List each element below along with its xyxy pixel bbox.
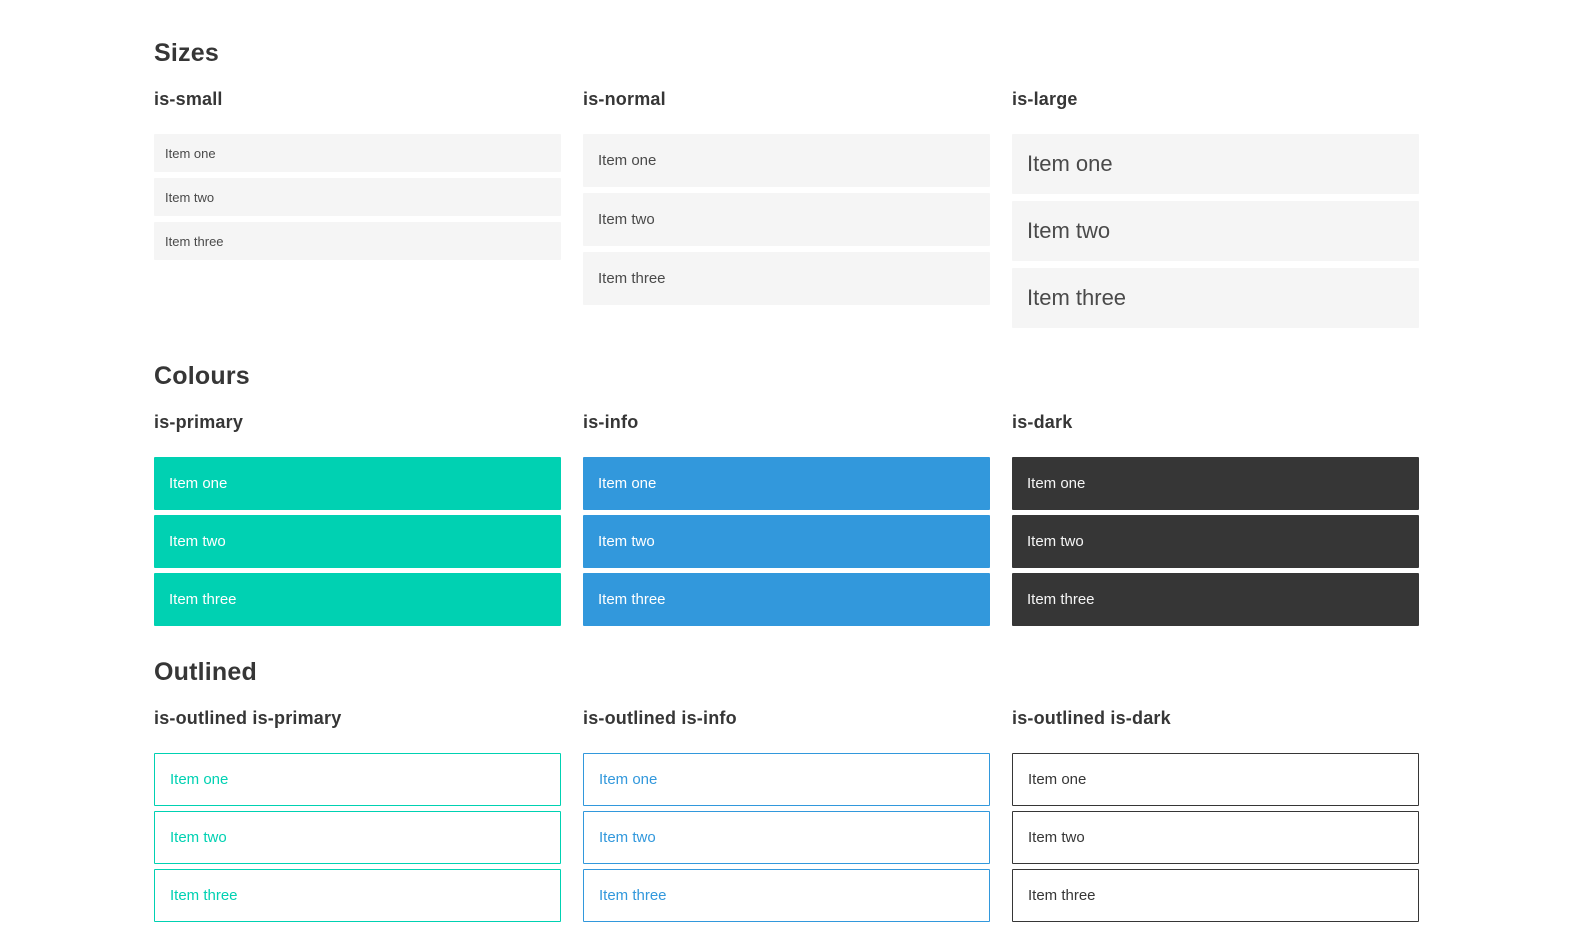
group-label-is-primary: is-primary xyxy=(154,412,244,432)
list-is-small: Item one Item two Item three xyxy=(154,134,561,260)
list-item[interactable]: Item two xyxy=(583,811,990,864)
list-item[interactable]: Item two xyxy=(154,811,561,864)
list-item[interactable]: Item two xyxy=(1012,515,1419,568)
group-is-info: is-info Item one Item two Item three xyxy=(583,412,990,631)
list-is-primary: Item one Item two Item three xyxy=(154,457,561,626)
section-sizes: Sizes is-small Item one Item two Item th… xyxy=(154,39,1419,335)
list-item[interactable]: Item three xyxy=(1012,869,1419,922)
list-item[interactable]: Item one xyxy=(583,457,990,510)
list-item[interactable]: Item two xyxy=(154,515,561,568)
list-is-info: Item one Item two Item three xyxy=(583,457,990,626)
list-item[interactable]: Item one xyxy=(583,753,990,806)
list-item[interactable]: Item three xyxy=(583,869,990,922)
section-title-outlined: Outlined xyxy=(154,658,257,686)
list-item[interactable]: Item one xyxy=(154,753,561,806)
group-label-is-outlined-is-dark: is-outlined is-dark xyxy=(1012,708,1171,728)
list-is-normal: Item one Item two Item three xyxy=(583,134,990,305)
group-label-is-large: is-large xyxy=(1012,89,1078,109)
list-item[interactable]: Item one xyxy=(1012,134,1419,194)
group-label-is-outlined-is-info: is-outlined is-info xyxy=(583,708,737,728)
group-label-is-small: is-small xyxy=(154,89,223,109)
group-label-is-dark: is-dark xyxy=(1012,412,1073,432)
group-is-small: is-small Item one Item two Item three xyxy=(154,89,561,335)
section-colours: Colours is-primary Item one Item two Ite… xyxy=(154,362,1419,631)
list-is-large: Item one Item two Item three xyxy=(1012,134,1419,328)
list-item[interactable]: Item three xyxy=(154,573,561,626)
section-title-sizes: Sizes xyxy=(154,39,219,67)
list-is-outlined-is-dark: Item one Item two Item three xyxy=(1012,753,1419,922)
list-item[interactable]: Item two xyxy=(583,515,990,568)
outlined-grid: is-outlined is-primary Item one Item two… xyxy=(154,708,1419,927)
list-item[interactable]: Item three xyxy=(1012,268,1419,328)
group-is-dark: is-dark Item one Item two Item three xyxy=(1012,412,1419,631)
list-item[interactable]: Item one xyxy=(1012,457,1419,510)
list-item[interactable]: Item one xyxy=(583,134,990,187)
group-label-is-info: is-info xyxy=(583,412,639,432)
group-is-outlined-is-primary: is-outlined is-primary Item one Item two… xyxy=(154,708,561,927)
group-is-normal: is-normal Item one Item two Item three xyxy=(583,89,990,335)
group-is-outlined-is-dark: is-outlined is-dark Item one Item two It… xyxy=(1012,708,1419,927)
list-item[interactable]: Item two xyxy=(1012,811,1419,864)
list-item[interactable]: Item two xyxy=(583,193,990,246)
colours-grid: is-primary Item one Item two Item three … xyxy=(154,412,1419,631)
group-label-is-normal: is-normal xyxy=(583,89,666,109)
list-item[interactable]: Item two xyxy=(1012,201,1419,261)
group-is-outlined-is-info: is-outlined is-info Item one Item two It… xyxy=(583,708,990,927)
list-item[interactable]: Item three xyxy=(1012,573,1419,626)
list-is-dark: Item one Item two Item three xyxy=(1012,457,1419,626)
group-label-is-outlined-is-primary: is-outlined is-primary xyxy=(154,708,342,728)
group-is-large: is-large Item one Item two Item three xyxy=(1012,89,1419,335)
list-item[interactable]: Item one xyxy=(154,457,561,510)
list-is-outlined-is-info: Item one Item two Item three xyxy=(583,753,990,922)
group-is-primary: is-primary Item one Item two Item three xyxy=(154,412,561,631)
list-item[interactable]: Item one xyxy=(1012,753,1419,806)
list-item[interactable]: Item three xyxy=(154,222,561,260)
list-item[interactable]: Item three xyxy=(154,869,561,922)
list-item[interactable]: Item one xyxy=(154,134,561,172)
sizes-grid: is-small Item one Item two Item three is… xyxy=(154,89,1419,335)
list-item[interactable]: Item three xyxy=(583,252,990,305)
section-title-colours: Colours xyxy=(154,362,250,390)
list-item[interactable]: Item three xyxy=(583,573,990,626)
section-outlined: Outlined is-outlined is-primary Item one… xyxy=(154,658,1419,927)
list-item[interactable]: Item two xyxy=(154,178,561,216)
